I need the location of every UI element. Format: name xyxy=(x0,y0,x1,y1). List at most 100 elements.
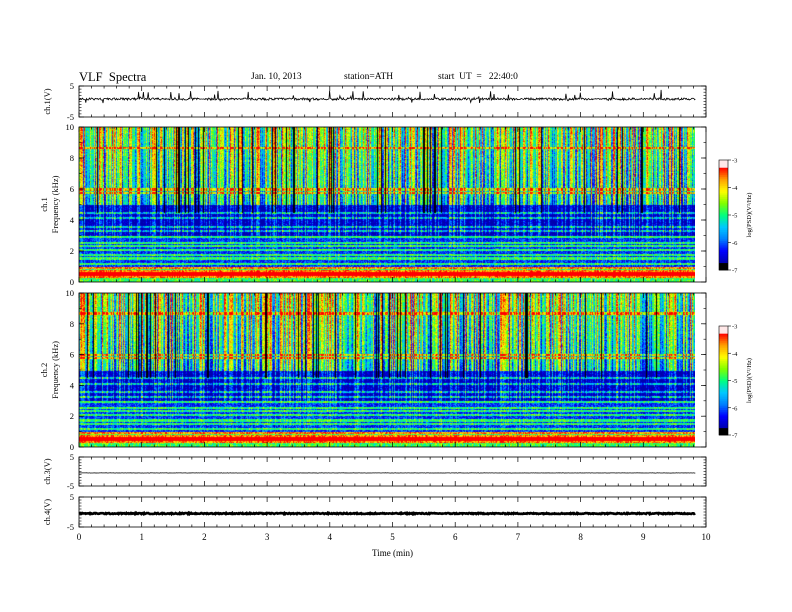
ch1-colorbar-swatch xyxy=(719,224,728,227)
ch1-colorbar-swatch xyxy=(719,169,728,172)
date-label: Jan. 10, 2013 xyxy=(251,72,302,82)
ch1-waveform-ytick-label: 5 xyxy=(70,81,74,91)
ch2-colorbar-swatch xyxy=(719,395,728,398)
ch1-colorbar-swatch xyxy=(719,198,728,201)
ch2-colorbar-swatch xyxy=(719,418,728,421)
ch2-spectrogram-ytick-label: 6 xyxy=(70,350,74,360)
ch1-colorbar-swatch xyxy=(719,218,728,221)
ch4-waveform-ylabel: ch.4(V) xyxy=(42,499,52,525)
ch3-waveform-ylabel: ch.3(V) xyxy=(42,458,52,484)
ch2-colorbar-swatch xyxy=(719,347,728,351)
figure-title: VLF Spectra xyxy=(79,70,147,84)
ch1-colorbar-swatch xyxy=(719,165,728,168)
ch1-spectrogram-ytick-label: 2 xyxy=(70,246,74,256)
x-tick-label: 7 xyxy=(516,532,521,542)
ch4-waveform-trace xyxy=(78,510,696,517)
ch2-colorbar-swatch xyxy=(719,353,728,356)
ch1-spectrogram-ytick-label: 8 xyxy=(70,153,74,163)
ch1-colorbar-tick-label: -4 xyxy=(732,185,738,192)
ch1-colorbar-swatch xyxy=(719,229,728,232)
ch1-colorbar-swatch xyxy=(719,246,728,249)
ch1-colorbar-swatch xyxy=(719,187,728,190)
ch2-colorbar-tick-label: -7 xyxy=(732,433,738,440)
ch1-colorbar-swatch xyxy=(719,216,728,220)
ch4-waveform-ytick-label: 5 xyxy=(70,492,74,502)
ch1-colorbar-swatch xyxy=(719,253,728,256)
ch2-colorbar-swatch xyxy=(719,400,728,403)
ch1-colorbar-swatch xyxy=(719,200,728,203)
ch2-colorbar-swatch xyxy=(719,356,728,360)
ch2-colorbar-swatch xyxy=(719,424,728,427)
ch1-colorbar-swatch xyxy=(719,213,728,216)
ch3-waveform-ytick-label: -5 xyxy=(67,481,74,491)
ch2-colorbar-swatch xyxy=(719,362,728,365)
ch1-spectrogram-blank xyxy=(695,127,706,282)
x-tick-label: 1 xyxy=(139,532,144,542)
ch2-colorbar-swatch xyxy=(719,358,728,361)
ch1-spectrogram-ytick-label: 10 xyxy=(66,122,75,132)
ch2-colorbar-swatch xyxy=(719,425,728,429)
ch2-colorbar-swatch xyxy=(719,329,728,332)
ch1-colorbar-swatch xyxy=(719,257,728,260)
ch1-colorbar-swatch xyxy=(719,215,728,218)
ch1-waveform-trace xyxy=(78,89,696,104)
ch1-colorbar-swatch xyxy=(719,172,728,176)
ch1-spectrogram-ytick-label: 0 xyxy=(70,277,74,287)
ch2-colorbar-swatch xyxy=(719,351,728,354)
ch2-colorbar-swatch xyxy=(719,391,728,394)
ch2-colorbar-swatch xyxy=(719,349,728,352)
ch2-colorbar-swatch xyxy=(719,355,728,358)
ch1-frequency-label: Frequency (kHz) xyxy=(50,175,60,233)
ch1-colorbar-swatch xyxy=(719,249,728,253)
ch2-spectrogram-blank xyxy=(695,293,706,447)
ch2-colorbar-swatch xyxy=(719,371,728,374)
x-axis-label: Time (min) xyxy=(372,548,413,558)
ch2-colorbar-swatch xyxy=(719,338,728,341)
ch2-colorbar-swatch xyxy=(719,326,728,329)
ch2-colorbar-label: log(PSD)(V²/Hz) xyxy=(746,358,753,403)
ch2-colorbar-swatch xyxy=(719,365,728,369)
ch1-colorbar-swatch xyxy=(719,160,728,163)
ch3-waveform-ytick-label: 5 xyxy=(70,452,74,462)
x-tick-label: 2 xyxy=(202,532,207,542)
ch1-colorbar-swatch xyxy=(719,183,728,187)
ch1-channel-label: ch.1 xyxy=(39,197,49,211)
ch2-colorbar-swatch xyxy=(719,336,728,340)
ch1-colorbar-swatch xyxy=(719,259,728,262)
x-tick-label: 3 xyxy=(265,532,270,542)
ch2-colorbar-swatch xyxy=(719,393,728,396)
ch1-colorbar-swatch xyxy=(719,171,728,174)
ch2-spectrogram-ytick-label: 0 xyxy=(70,442,74,452)
ch2-colorbar-swatch xyxy=(719,342,728,345)
x-tick-label: 5 xyxy=(390,532,395,542)
ch1-colorbar-swatch xyxy=(719,194,728,198)
ch2-colorbar-swatch xyxy=(719,380,728,383)
ch2-colorbar-swatch xyxy=(719,405,728,409)
ch2-colorbar-swatch xyxy=(719,345,728,349)
ch2-spectrogram-ytick-label: 4 xyxy=(70,380,75,390)
ch1-colorbar-swatch xyxy=(719,227,728,231)
ch1-colorbar-swatch xyxy=(719,163,728,166)
ch1-colorbar-swatch xyxy=(719,264,728,267)
ch1-colorbar-swatch xyxy=(719,268,728,271)
x-tick-label: 10 xyxy=(702,532,712,542)
ch1-colorbar-swatch xyxy=(719,248,728,251)
ch1-colorbar-swatch xyxy=(719,180,728,183)
ch1-waveform-ylabel: ch.1(V) xyxy=(42,88,52,114)
ch2-colorbar-swatch xyxy=(719,415,728,418)
ch1-colorbar-swatch xyxy=(719,255,728,258)
ch2-colorbar-swatch xyxy=(719,411,728,414)
ch2-colorbar-swatch xyxy=(719,367,728,370)
ch2-colorbar-tick-label: -3 xyxy=(732,324,737,331)
x-tick-label: 6 xyxy=(453,532,458,542)
ch1-colorbar-swatch xyxy=(719,209,728,212)
ch2-colorbar-swatch xyxy=(719,340,728,343)
ch1-colorbar-swatch xyxy=(719,226,728,229)
ch2-colorbar-swatch xyxy=(719,416,728,420)
ch2-colorbar-swatch xyxy=(719,396,728,400)
ch1-colorbar-swatch xyxy=(719,260,728,264)
ch1-colorbar-swatch xyxy=(719,176,728,179)
ch1-colorbar-swatch xyxy=(719,242,728,245)
x-tick-label: 4 xyxy=(328,532,333,542)
